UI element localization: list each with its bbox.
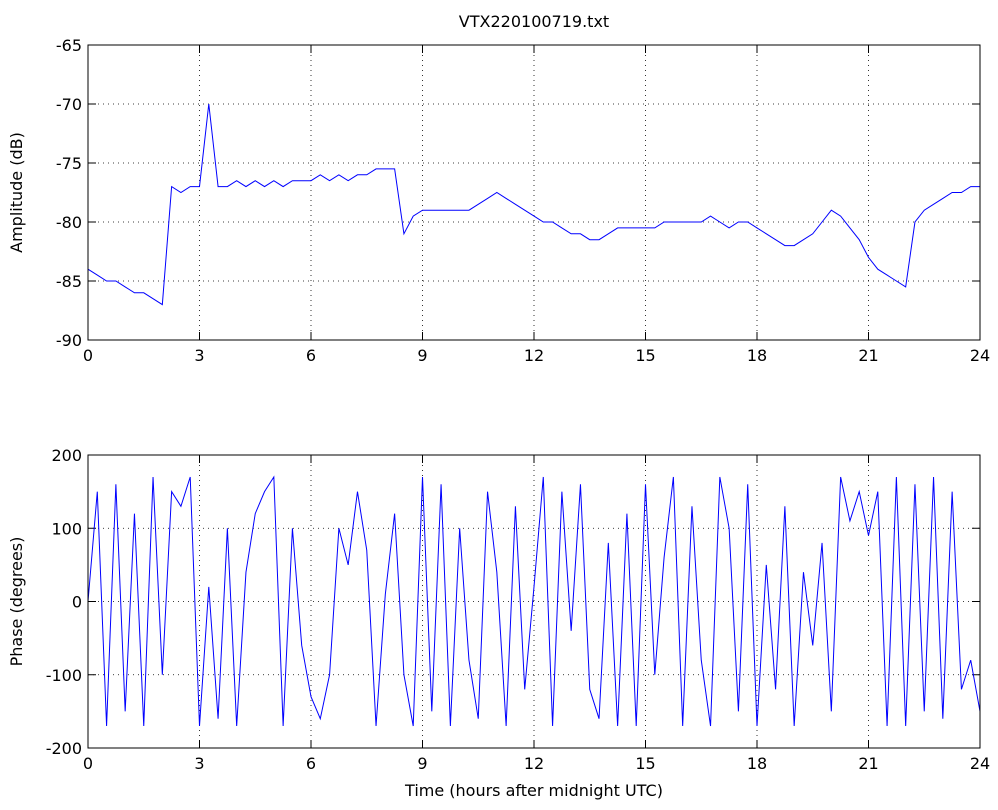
y-tick-label: -100 xyxy=(46,666,82,685)
x-tick-label: 0 xyxy=(83,346,93,365)
y-tick-label: -75 xyxy=(56,154,82,173)
y-tick-label: -200 xyxy=(46,739,82,758)
y-axis-label: Amplitude (dB) xyxy=(7,132,26,253)
x-tick-label: 6 xyxy=(306,754,316,773)
data-line xyxy=(87,103,980,306)
y-tick-label: -80 xyxy=(56,213,82,232)
y-tick-label: -65 xyxy=(56,36,82,55)
x-tick-label: 12 xyxy=(524,346,544,365)
chart-title: VTX220100719.txt xyxy=(459,12,609,31)
x-tick-label: 3 xyxy=(194,754,204,773)
x-tick-label: 18 xyxy=(747,754,767,773)
y-tick-label: -70 xyxy=(56,95,82,114)
x-tick-label: 0 xyxy=(83,754,93,773)
axes-frame xyxy=(87,454,981,749)
y-tick-label: 200 xyxy=(51,446,82,465)
x-tick-label: 24 xyxy=(970,346,990,365)
x-tick-label: 12 xyxy=(524,754,544,773)
x-tick-label: 21 xyxy=(858,754,878,773)
x-tick-label: 9 xyxy=(417,754,427,773)
x-tick-label: 15 xyxy=(635,754,655,773)
x-axis-label: Time (hours after midnight UTC) xyxy=(404,781,663,800)
y-tick-label: -90 xyxy=(56,331,82,350)
data-line xyxy=(87,475,981,727)
y-tick-label: 0 xyxy=(72,593,82,612)
x-tick-label: 9 xyxy=(417,346,427,365)
x-tick-label: 24 xyxy=(970,754,990,773)
x-tick-label: 15 xyxy=(635,346,655,365)
y-axis-label: Phase (degrees) xyxy=(7,537,26,667)
x-tick-label: 18 xyxy=(747,346,767,365)
x-tick-label: 3 xyxy=(194,346,204,365)
x-tick-label: 6 xyxy=(306,346,316,365)
axes-frame xyxy=(87,44,981,341)
x-tick-label: 21 xyxy=(858,346,878,365)
y-tick-label: -85 xyxy=(56,272,82,291)
y-tick-label: 100 xyxy=(51,519,82,538)
